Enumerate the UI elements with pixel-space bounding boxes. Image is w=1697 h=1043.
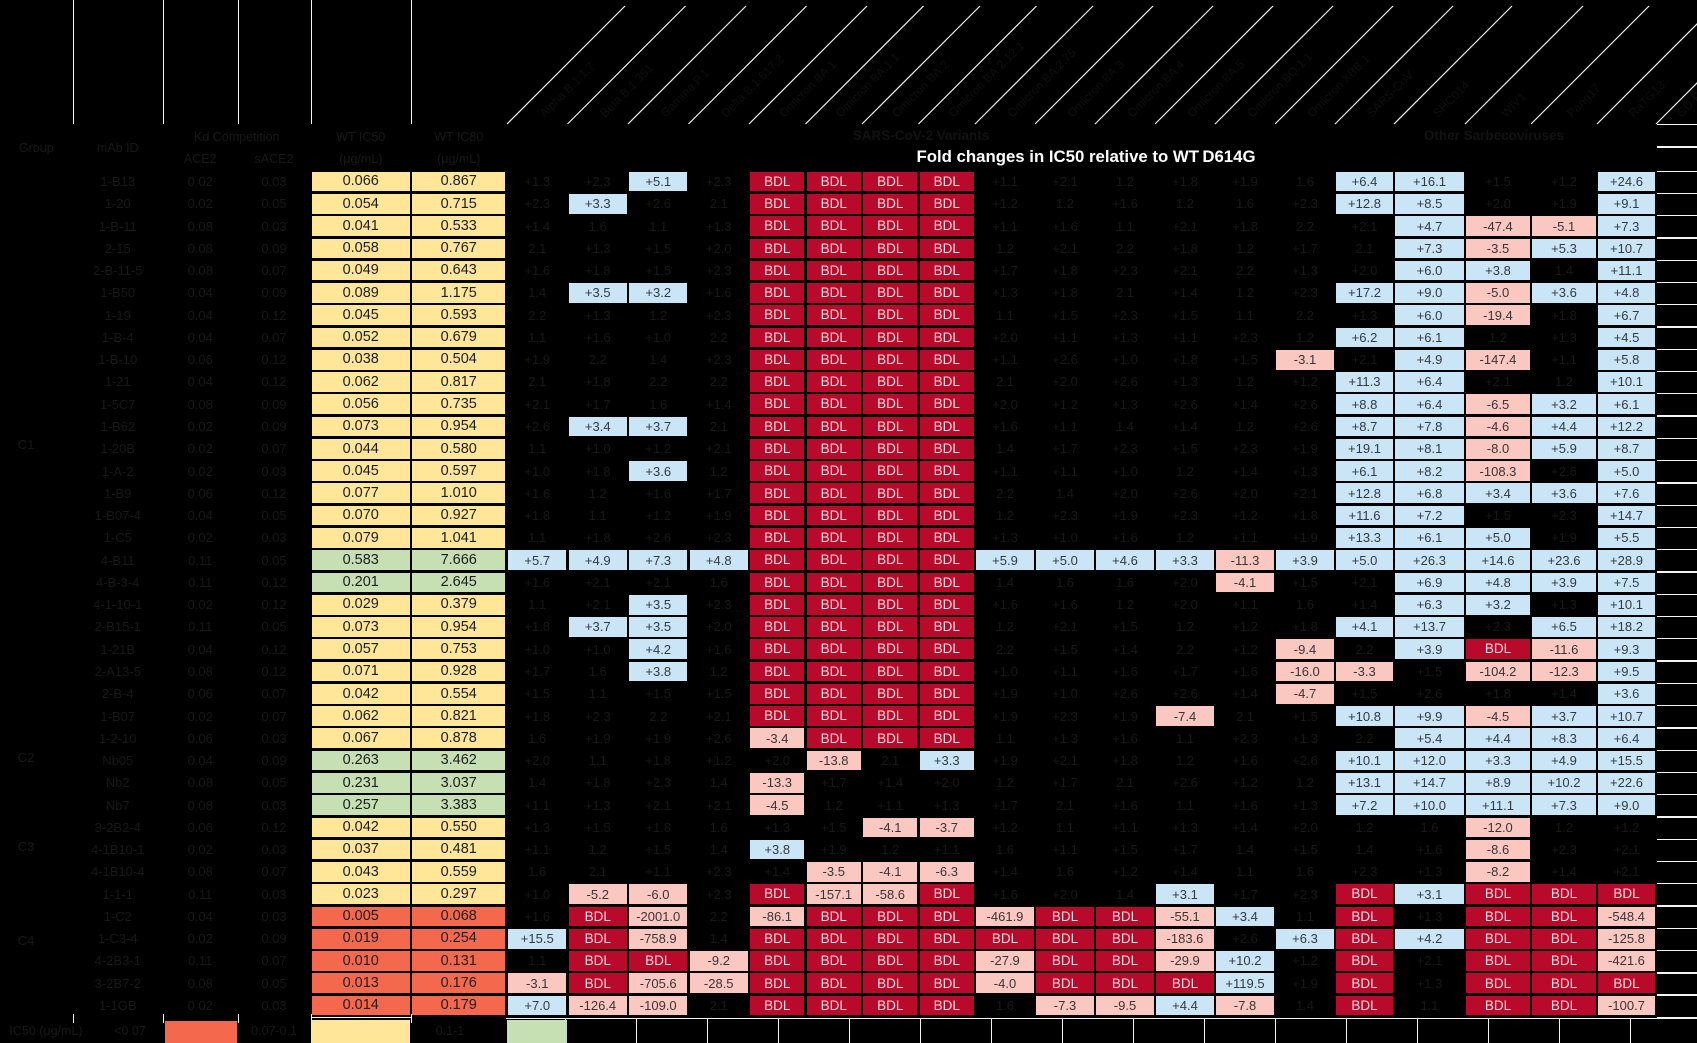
svg-text:Pang17: Pang17 (1564, 81, 1603, 120)
svg-text:GD-Pangolin: GD-Pangolin (1674, 62, 1697, 120)
svg-text:Omicron BA.2: Omicron BA.2 (889, 57, 952, 120)
svg-text:Alpha B.1.1.7: Alpha B.1.1.7 (537, 59, 598, 120)
svg-text:Omicron BA.5: Omicron BA.5 (1184, 57, 1247, 120)
svg-text:SHC014: SHC014 (1430, 78, 1472, 120)
svg-text:Omicron BA.1: Omicron BA.1 (776, 57, 839, 120)
svg-text:Omicron BA.4: Omicron BA.4 (1124, 57, 1187, 120)
svg-text:Gamma P.1: Gamma P.1 (658, 66, 712, 120)
svg-text:Omicron XBB.1: Omicron XBB.1 (1304, 52, 1373, 121)
svg-text:Beta B.1.351: Beta B.1.351 (597, 61, 656, 120)
svg-text:RaTG13: RaTG13 (1626, 78, 1668, 120)
svg-text:SARS-CoV: SARS-CoV (1364, 68, 1416, 120)
svg-text:Omicron BA.3: Omicron BA.3 (1064, 57, 1127, 120)
svg-text:WIV1: WIV1 (1498, 89, 1529, 120)
